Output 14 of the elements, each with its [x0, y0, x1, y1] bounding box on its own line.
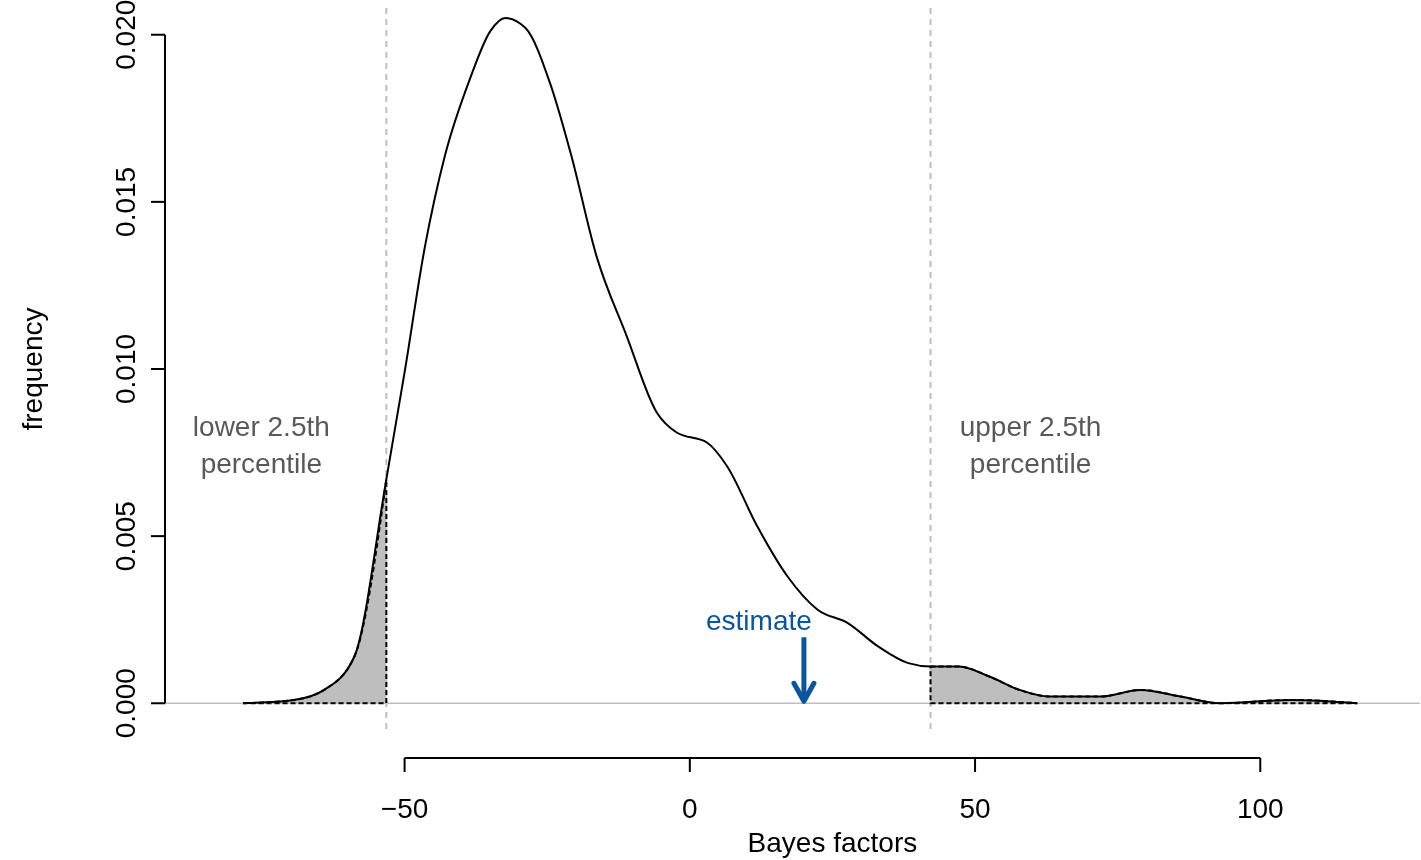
y-tick-label: 0.000	[109, 668, 141, 739]
x-tick-label: 0	[682, 793, 698, 824]
x-tick-label: 50	[959, 793, 991, 824]
ref-line-label: upper 2.5th percentile	[959, 410, 1102, 479]
y-tick-label: 0.005	[109, 501, 141, 572]
annotation: estimate	[706, 605, 812, 637]
x-axis-title: Bayes factors	[747, 827, 918, 858]
y-axis-title: frequency	[17, 307, 48, 431]
ref-line-label: lower 2.5th percentile	[192, 410, 330, 479]
y-tick-label: 0.020	[109, 0, 141, 70]
x-tick-label: 100	[1236, 793, 1284, 824]
y-tick-label: 0.010	[109, 333, 141, 405]
y-tick-label: 0.015	[109, 166, 141, 237]
x-tick-label: −50	[380, 793, 429, 824]
